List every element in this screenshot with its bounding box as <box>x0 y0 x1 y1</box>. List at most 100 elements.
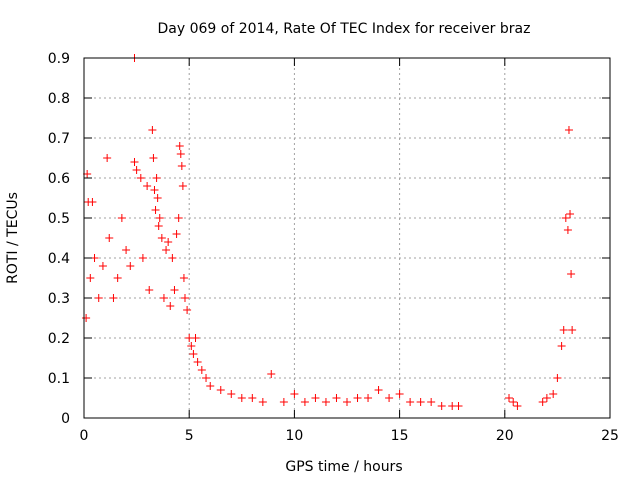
data-point <box>168 254 177 262</box>
data-point <box>193 358 202 366</box>
y-tick-label: 0.3 <box>48 291 70 307</box>
data-point <box>153 194 162 202</box>
data-point <box>549 390 558 398</box>
data-point <box>126 262 135 270</box>
data-point <box>191 334 200 342</box>
data-point <box>180 294 189 302</box>
data-point <box>300 398 309 406</box>
data-point <box>145 286 154 294</box>
data-point <box>343 398 351 406</box>
data-point <box>509 398 518 406</box>
data-point <box>176 150 185 158</box>
data-point <box>353 394 362 402</box>
data-point <box>130 158 139 166</box>
data-point <box>557 342 566 350</box>
data-point <box>202 374 211 382</box>
y-tick-label: 0.2 <box>48 331 70 347</box>
data-point <box>374 386 383 394</box>
y-tick-label: 0.8 <box>48 91 70 107</box>
x-tick-label: 5 <box>185 428 194 444</box>
data-point <box>179 274 188 282</box>
data-point <box>248 394 257 402</box>
data-point <box>174 214 183 222</box>
data-point <box>258 398 267 406</box>
data-point <box>187 342 196 350</box>
data-point <box>542 394 551 402</box>
data-point <box>152 174 161 182</box>
x-tick-label: 20 <box>496 428 514 444</box>
data-point <box>206 382 215 390</box>
data-point <box>86 274 95 282</box>
data-point <box>117 214 126 222</box>
data-point <box>172 230 181 238</box>
data-point <box>164 238 173 246</box>
data-point <box>189 350 198 358</box>
y-tick-label: 0.9 <box>48 51 70 67</box>
data-point <box>170 286 179 294</box>
y-tick-label: 0.7 <box>48 131 70 147</box>
data-point <box>157 234 166 242</box>
data-point <box>166 302 175 310</box>
x-tick-label: 25 <box>601 428 619 444</box>
data-point <box>103 154 112 162</box>
data-point <box>538 398 547 406</box>
data-point <box>105 234 114 242</box>
y-tick-label: 0.6 <box>48 171 70 187</box>
data-point <box>290 390 299 398</box>
data-point <box>177 162 186 170</box>
data-point <box>427 398 436 406</box>
data-point <box>143 182 152 190</box>
data-point <box>561 214 570 222</box>
data-point <box>227 390 236 398</box>
plot-frame <box>83 57 611 419</box>
x-tick-label: 15 <box>391 428 409 444</box>
data-point <box>416 398 425 406</box>
data-point <box>148 126 157 134</box>
data-point <box>332 394 341 402</box>
data-point <box>311 394 320 402</box>
data-point <box>567 270 576 278</box>
data-point <box>553 374 562 382</box>
data-point <box>395 390 404 398</box>
y-axis-title: ROTI / TECUs <box>5 192 21 284</box>
data-point <box>406 398 415 406</box>
data-point <box>88 198 97 206</box>
data-point <box>162 246 171 254</box>
data-point <box>279 398 288 406</box>
data-point <box>138 254 147 262</box>
data-point <box>437 402 446 410</box>
y-tick-label: 0.4 <box>48 251 70 267</box>
data-point <box>175 142 184 150</box>
data-point <box>237 394 246 402</box>
axis-ticks: 0 5 10 15 20 25 0 0.1 0.2 0.3 0.4 0.5 0.6 0.7 0.8 0.9 <box>48 51 619 444</box>
data-point <box>149 154 158 162</box>
data-point <box>321 398 330 406</box>
data-point <box>385 394 394 402</box>
data-point <box>136 174 145 182</box>
data-point <box>113 274 122 282</box>
data-point <box>94 294 103 302</box>
x-tick-label: 10 <box>285 428 303 444</box>
data-point <box>132 166 141 174</box>
grid-lines <box>84 58 610 418</box>
data-point <box>154 222 163 230</box>
data-point <box>82 314 91 322</box>
data-point <box>563 226 572 234</box>
data-point <box>564 126 573 134</box>
data-point <box>559 326 568 334</box>
data-point <box>183 306 192 314</box>
y-tick-label: 0.1 <box>48 371 70 387</box>
data-point <box>155 214 164 222</box>
data-point <box>216 386 225 394</box>
x-tick-label: 0 <box>80 428 89 444</box>
data-point <box>568 326 577 334</box>
data-point <box>364 394 373 402</box>
data-point <box>122 246 131 254</box>
data-point <box>197 366 206 374</box>
data-point <box>267 370 276 378</box>
y-tick-label: 0 <box>61 411 70 427</box>
y-tick-label: 0.5 <box>48 211 70 227</box>
data-point <box>109 294 118 302</box>
